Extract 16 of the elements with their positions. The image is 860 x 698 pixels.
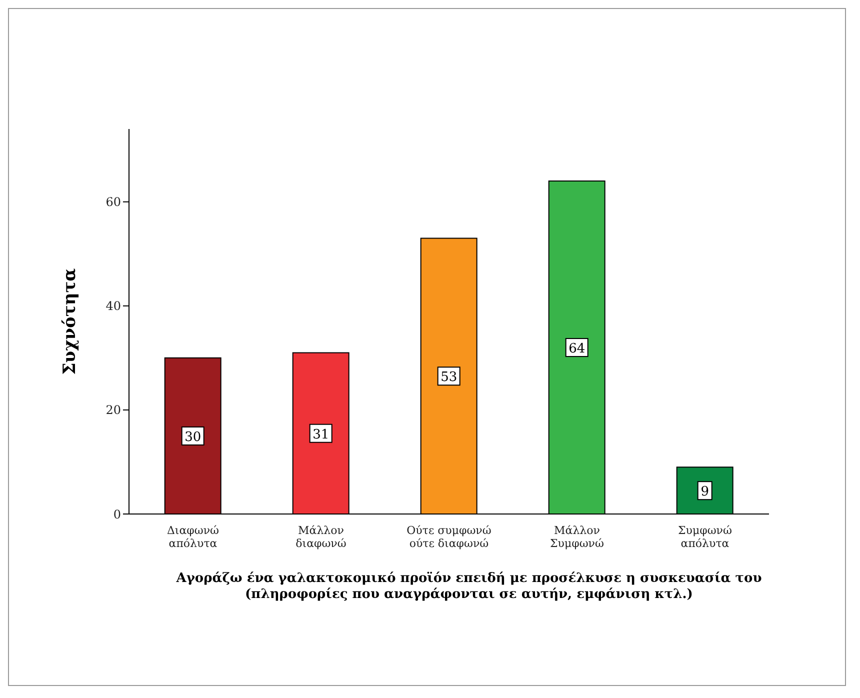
x-tick-label: Διαφωνώ απόλυτα	[166, 524, 220, 550]
y-tick-label: 60	[106, 195, 121, 210]
y-tick-label: 0	[113, 507, 121, 522]
y-tick-label: 40	[106, 299, 121, 314]
data-label: 31	[312, 427, 330, 442]
x-tick-label: Συμφωνώ απόλυτα	[678, 524, 732, 550]
y-axis-title: Συχνότητα	[60, 268, 80, 375]
data-label: 53	[440, 370, 458, 386]
y-tick-label: 20	[106, 403, 121, 418]
x-tick-label: Ούτε συμφωνώ ούτε διαφωνώ	[406, 524, 492, 550]
data-label: 9	[700, 484, 709, 500]
x-axis-title: Αγοράζω ένα γαλακτοκομικό προϊόν επειδή με προσέλκυσε η συσκευασία του (πληροφορίες που αναγράφονται σε αυτήν, εμφάνιση κτλ.)	[175, 571, 763, 603]
data-label: 30	[184, 430, 202, 445]
x-tick-label: Μάλλον διαφωνώ	[296, 524, 346, 550]
x-tick-label: Μάλλον Συμφωνώ	[550, 524, 604, 550]
data-label: 64	[568, 342, 586, 357]
